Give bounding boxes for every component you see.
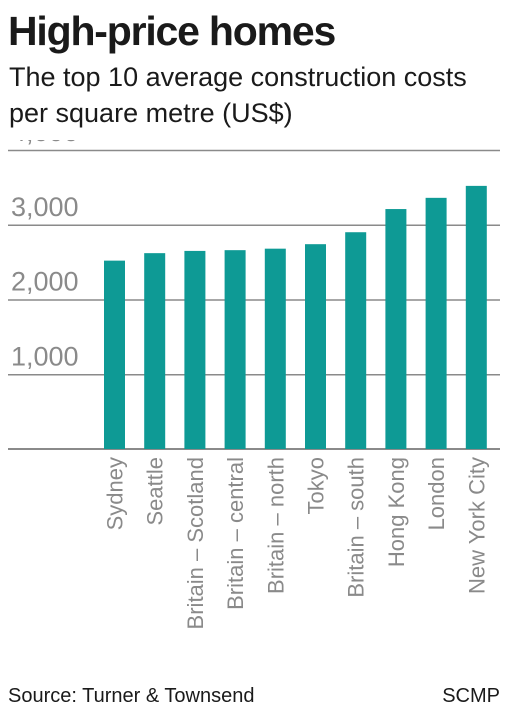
y-tick-label: 2,000 (11, 267, 79, 297)
x-category-label: Tokyo (304, 457, 329, 514)
chart-subtitle-line-1: The top 10 average construction costs (9, 62, 467, 92)
x-category-label: Britain – north (263, 457, 288, 594)
bar-britain-north (264, 248, 286, 449)
bar-london (425, 197, 447, 449)
bar-britain-south (345, 232, 367, 449)
x-category-label: London (424, 457, 449, 530)
x-category-label: Britain – central (223, 457, 248, 610)
x-category-label: Hong Kong (384, 457, 409, 567)
chart-subtitle-line-2: per square metre (US$) (9, 98, 293, 128)
bar-britain-central (224, 250, 246, 449)
gridlines (8, 149, 500, 450)
bar-hong-kong (385, 209, 407, 449)
chart-title: High-price homes (8, 8, 336, 54)
y-tick-label: 3,000 (11, 192, 79, 222)
y-axis-ticks: 1,000 2,000 3,000 4,000 (11, 140, 79, 371)
x-category-label: Britain – south (344, 457, 369, 598)
y-tick-label: 4,000 (11, 140, 79, 147)
bar-sydney (104, 260, 125, 449)
bar-tokyo (305, 244, 326, 449)
x-category-label: Seattle (143, 457, 168, 526)
bars (104, 185, 487, 449)
x-category-label: Sydney (103, 457, 128, 530)
bar-seattle (144, 253, 166, 449)
credit-label: SCMP (442, 685, 500, 707)
x-axis-categories: Sydney Seattle Britain – Scotland Britain –… (103, 457, 490, 629)
bar-new-york-city (465, 185, 487, 449)
y-tick-label: 1,000 (11, 341, 79, 371)
source-note: Source: Turner & Townsend (8, 685, 255, 707)
bar-britain-scotland (184, 250, 206, 449)
x-category-label: Britain – Scotland (183, 457, 208, 629)
bar-chart: 1,000 2,000 3,000 4,000 Sydney Seattle Britai… (8, 140, 500, 629)
x-category-label: New York City (464, 457, 489, 594)
